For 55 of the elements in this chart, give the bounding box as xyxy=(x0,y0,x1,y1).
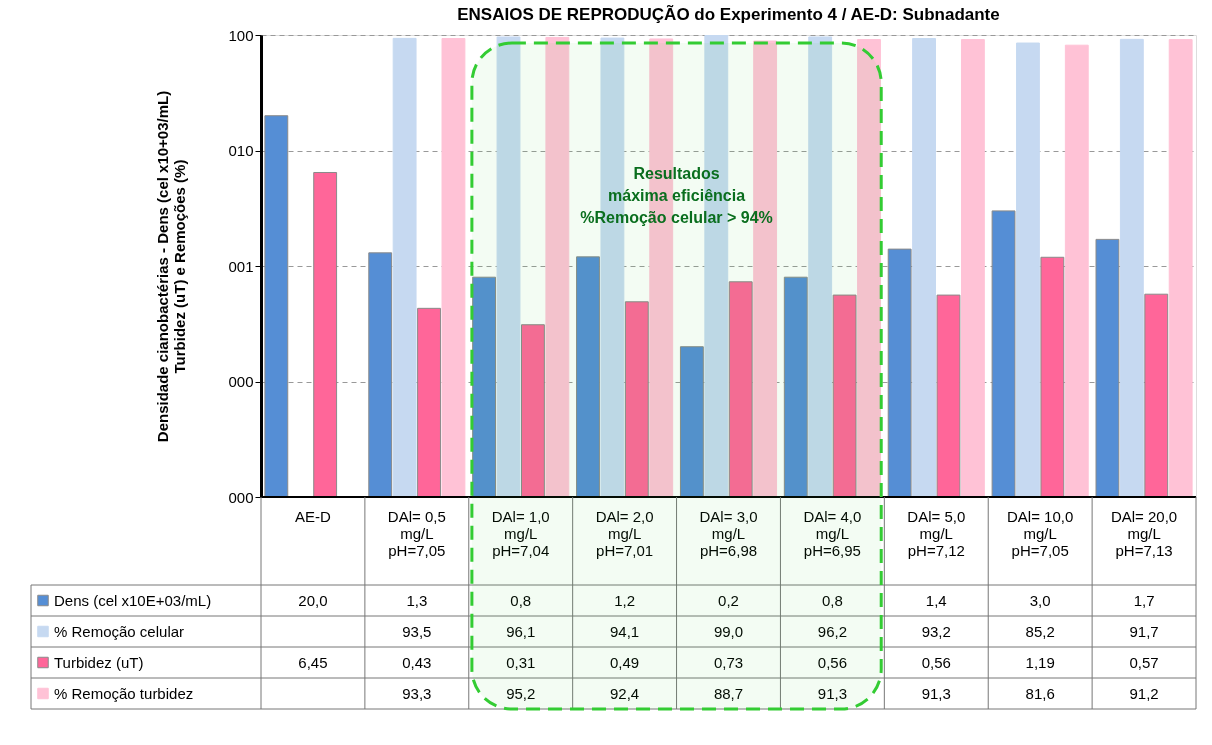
data-label: 95,2 xyxy=(506,684,536,702)
data-label: 96,2 xyxy=(817,622,847,640)
x-tick-label: DAl= 20,0 mg/L pH=7,13 xyxy=(1110,507,1178,559)
data-label: 3,0 xyxy=(1029,591,1051,609)
data-label: 0,8 xyxy=(510,591,532,609)
x-tick-label: DAl= 3,0 mg/L pH=6,98 xyxy=(699,507,758,559)
x-tick-label: AE-D xyxy=(295,507,332,525)
x-tick-label: DAl= 1,0 mg/L pH=7,04 xyxy=(491,507,550,559)
data-label: 93,5 xyxy=(402,622,432,640)
data-label: 20,0 xyxy=(298,591,328,609)
data-label: 0,56 xyxy=(817,653,847,671)
data-label: 0,2 xyxy=(718,591,739,609)
data-label: 0,56 xyxy=(921,653,951,671)
data-label: 1,19 xyxy=(1025,653,1055,671)
y-axis-title: Densidade cianobactérias - Dens (cel x10+03/mL) Turbidez (uT) e Remoções (%) xyxy=(154,90,189,443)
data-label: 1,7 xyxy=(1133,591,1155,609)
y-tick-label: 010 xyxy=(228,142,254,159)
data-label: 0,43 xyxy=(402,653,432,671)
band-label: Resultados máxima eficiência %Remoção celular > 94% xyxy=(580,164,773,226)
data-label: 0,73 xyxy=(713,653,744,671)
data-label: 91,3 xyxy=(921,684,951,702)
data-label: 1,3 xyxy=(406,591,428,609)
y-tick-label: 000 xyxy=(228,488,254,506)
legend-label: % Remoção turbidez xyxy=(54,684,194,702)
data-label: 91,3 xyxy=(817,684,847,702)
data-label: 91,7 xyxy=(1129,622,1159,640)
chart-title: ENSAIOS DE REPRODUÇÃO do Experimento 4 / AE-D: Subnadante xyxy=(457,4,1000,24)
legend-label: Turbidez (uT) xyxy=(54,653,144,671)
y-tick-label: 000 xyxy=(228,373,254,390)
data-label: 99,0 xyxy=(713,622,744,640)
data-label: 88,7 xyxy=(713,684,744,702)
data-label: 93,2 xyxy=(921,622,951,640)
data-label: 0,8 xyxy=(821,591,843,609)
data-label: 0,31 xyxy=(506,653,536,671)
data-label: 81,6 xyxy=(1025,684,1055,702)
data-label: 1,2 xyxy=(614,591,636,609)
data-label: 92,4 xyxy=(610,684,640,702)
data-label: 96,1 xyxy=(506,622,536,640)
y-tick-label: 001 xyxy=(228,257,254,275)
data-label: 1,4 xyxy=(925,591,947,609)
x-tick-label: DAl= 0,5 mg/L pH=7,05 xyxy=(387,507,446,559)
data-label: 85,2 xyxy=(1025,622,1055,640)
data-label: 6,45 xyxy=(298,653,328,671)
data-label: 0,49 xyxy=(610,653,640,671)
x-tick-label: DAl= 2,0 mg/L pH=7,01 xyxy=(595,507,654,559)
y-tick-label: 100 xyxy=(228,26,254,44)
x-tick-label: DAl= 5,0 mg/L pH=7,12 xyxy=(907,507,966,559)
data-label: 93,3 xyxy=(402,684,432,702)
data-label: 94,1 xyxy=(610,622,640,640)
data-label: 0,57 xyxy=(1129,653,1159,671)
legend-label: % Remoção celular xyxy=(54,622,185,640)
legend-label: Dens (cel x10E+03/mL) xyxy=(54,591,212,609)
x-tick-label: DAl= 10,0 mg/L pH=7,05 xyxy=(1007,507,1074,559)
x-tick-label: DAl= 4,0 mg/L pH=6,95 xyxy=(803,507,862,559)
data-label: 91,2 xyxy=(1129,684,1159,702)
